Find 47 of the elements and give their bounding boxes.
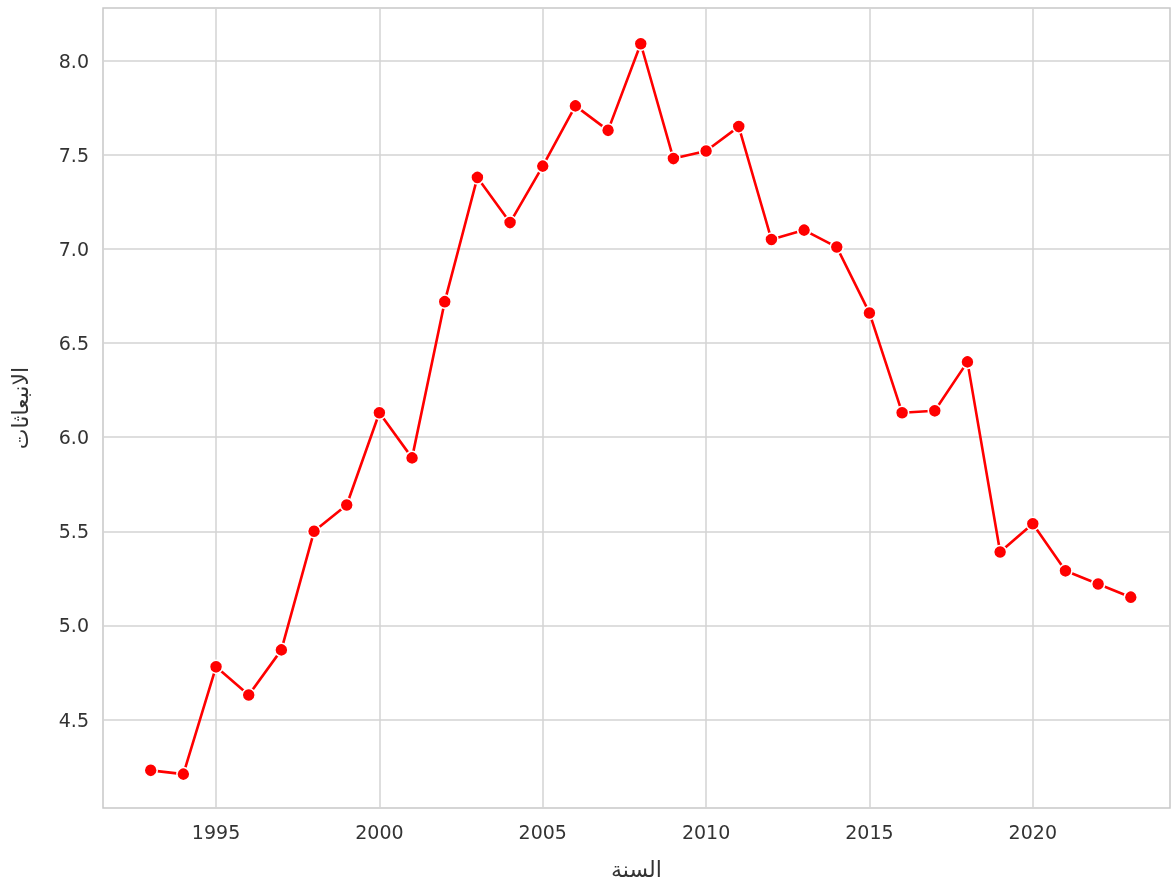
point — [176, 766, 191, 782]
point — [1123, 589, 1139, 605]
y-tick-label: 8.0 — [58, 49, 89, 72]
point — [535, 158, 550, 174]
x-tick-label: 2000 — [355, 820, 404, 843]
point — [502, 215, 518, 230]
point — [600, 123, 616, 138]
point — [241, 687, 256, 703]
x-axis-title: السنة — [611, 856, 662, 882]
x-tick-label: 2005 — [518, 820, 567, 843]
point — [764, 232, 779, 247]
y-tick-label: 6.5 — [58, 332, 89, 355]
y-tick-label: 5.5 — [58, 520, 89, 543]
point — [372, 405, 387, 420]
point — [796, 222, 812, 238]
y-tick-label: 5.0 — [58, 614, 89, 637]
point — [829, 239, 845, 255]
point — [927, 403, 943, 419]
point — [731, 119, 747, 134]
x-tick-label: 2015 — [845, 820, 894, 843]
x-tick-label: 1995 — [191, 820, 241, 843]
point — [568, 98, 583, 114]
point — [470, 170, 485, 185]
point — [339, 497, 354, 513]
point — [143, 763, 158, 778]
point — [1058, 563, 1073, 579]
point — [404, 450, 420, 466]
point — [666, 151, 681, 166]
point — [633, 36, 648, 52]
point — [1025, 516, 1041, 532]
point — [960, 354, 975, 370]
point — [698, 143, 714, 159]
point — [306, 524, 322, 539]
point — [274, 642, 289, 658]
point — [992, 544, 1008, 560]
point — [894, 405, 910, 420]
point — [208, 659, 224, 675]
y-tick-label: 7.0 — [58, 237, 89, 260]
y-tick-label: 7.5 — [58, 143, 89, 166]
point — [862, 305, 877, 321]
x-tick-label: 2020 — [1008, 820, 1057, 843]
point — [437, 294, 452, 309]
y-tick-label: 4.5 — [58, 708, 89, 731]
point — [1090, 576, 1106, 592]
x-tick-label: 2010 — [681, 820, 731, 843]
y-axis-title: الانبعاثات — [7, 366, 33, 450]
y-tick-label: 6.0 — [58, 426, 89, 449]
